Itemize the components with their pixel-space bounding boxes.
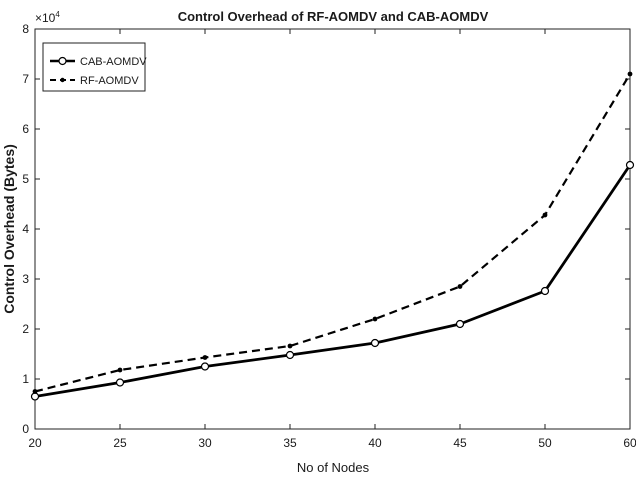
data-point-cab-aomdv (30, 392, 40, 401)
data-point-cab-aomdv (540, 286, 550, 296)
y-tick-label: 7 (22, 72, 29, 86)
data-point-rf-aomdv (202, 355, 208, 360)
legend-label-rf-aomdv: RF-AOMDV (80, 75, 139, 87)
y-tick-label: 5 (22, 172, 29, 186)
x-tick-label: 35 (283, 436, 297, 450)
legend-marker-rf-aomdv (60, 77, 65, 83)
legend: CAB-AOMDV RF-AOMDV (42, 42, 147, 92)
y-tick-label: 8 (22, 22, 29, 36)
x-tick-label: 60 (623, 436, 636, 450)
x-tick-label: 20 (28, 436, 42, 450)
legend-marker-cab-aomdv (58, 56, 67, 66)
data-point-rf-aomdv (287, 343, 293, 349)
y-tick-label: 0 (22, 422, 29, 436)
legend-box (42, 42, 146, 92)
series-line-rf-aomdv (34, 73, 631, 393)
data-point-cab-aomdv (285, 350, 295, 360)
data-point-rf-aomdv (542, 212, 548, 218)
data-point-cab-aomdv (200, 362, 210, 371)
x-axis-label: No of Nodes (297, 460, 370, 475)
data-point-rf-aomdv (457, 284, 463, 289)
y-tick-label: 6 (22, 122, 29, 136)
y-tick-label: 3 (22, 272, 29, 286)
data-point-cab-aomdv (625, 160, 635, 170)
x-tick-label: 40 (368, 436, 382, 450)
data-point-rf-aomdv (117, 367, 123, 373)
data-point-cab-aomdv (370, 338, 380, 348)
data-point-cab-aomdv (455, 319, 465, 329)
y-axis-ticks: 0 1 2 3 4 5 6 7 8 (22, 22, 630, 436)
y-tick-label: 1 (22, 372, 29, 386)
legend-label-cab-aomdv: CAB-AOMDV (80, 56, 147, 68)
data-point-rf-aomdv (372, 316, 378, 322)
y-tick-label: 2 (22, 322, 29, 336)
svg-text:×104: ×104 (35, 10, 60, 25)
series-layer (30, 71, 635, 401)
y-tick-label: 4 (22, 222, 29, 236)
y-axis-label: Control Overhead (Bytes) (1, 144, 17, 314)
x-tick-label: 30 (198, 436, 212, 450)
x-tick-label: 45 (453, 436, 467, 450)
x-tick-label: 25 (113, 436, 127, 450)
data-point-cab-aomdv (115, 378, 125, 387)
chart-title: Control Overhead of RF-AOMDV and CAB-AOM… (178, 9, 489, 24)
data-point-rf-aomdv (32, 389, 38, 394)
x-axis-ticks: 20 25 30 35 40 45 50 60 (28, 29, 636, 450)
legend-entry-rf-aomdv: RF-AOMDV (50, 75, 139, 87)
y-exponent-label: ×104 (35, 10, 60, 25)
series-line-cab-aomdv (34, 164, 632, 398)
data-point-rf-aomdv (627, 71, 633, 77)
x-tick-label: 50 (538, 436, 552, 450)
legend-entry-cab-aomdv: CAB-AOMDV (50, 56, 147, 68)
